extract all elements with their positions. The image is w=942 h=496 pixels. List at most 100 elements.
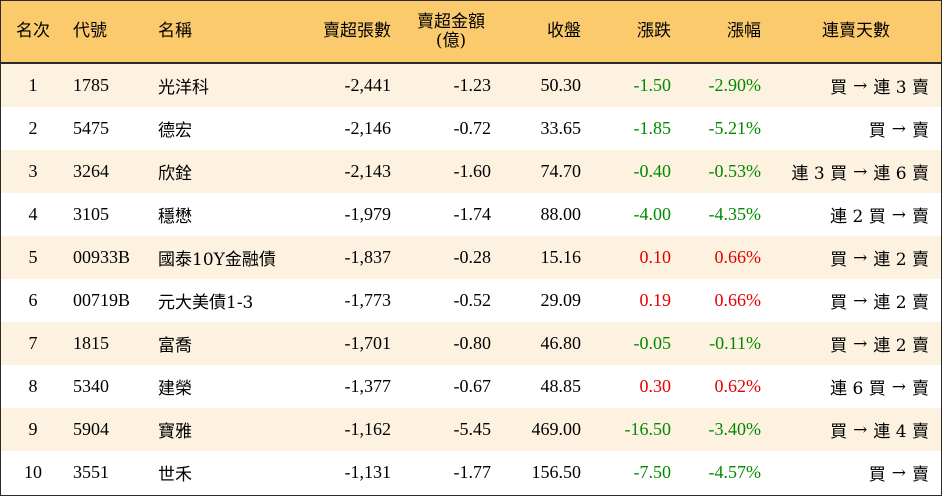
- close-cell: 88.00: [540, 204, 582, 224]
- close-cell: 469.00: [531, 419, 582, 439]
- net-sell-shares-cell: -2,441: [344, 75, 392, 95]
- streak-cell: 買 → 賣: [761, 107, 929, 150]
- streak-to: 連 4 賣: [873, 422, 929, 442]
- streak-from: 連 3 買: [791, 164, 848, 184]
- table-row: 3 3264 欣銓 -2,143 -1.60 74.70 -0.40 -0.53% 連 3 買 →…: [1, 150, 941, 193]
- net-sell-amount-cell: -0.52: [453, 290, 492, 310]
- table-row: 2 5475 德宏 -2,146 -0.72 33.65 -1.85 -5.21% 買 → 賣: [1, 107, 941, 150]
- arrow-icon: →: [853, 161, 868, 182]
- rank-cell: 2: [28, 118, 38, 138]
- arrow-icon: →: [853, 247, 868, 268]
- header-net-sell-shares: 賣超張數: [323, 21, 391, 41]
- table-row: 4 3105 穩懋 -1,979 -1.74 88.00 -4.00 -4.35% 連 2 買 →…: [1, 193, 941, 236]
- net-sell-shares-cell: -2,143: [344, 161, 392, 181]
- rank-cell: 9: [28, 419, 38, 439]
- streak-cell: 買 → 連 2 賣: [761, 236, 929, 279]
- rank-cell: 10: [24, 462, 42, 482]
- change-pct-cell: -4.35%: [708, 204, 762, 224]
- close-cell: 29.09: [540, 290, 582, 310]
- streak-from: 連 2 買: [830, 207, 886, 227]
- change-cell: 0.19: [639, 290, 672, 310]
- streak-cell: 連 2 買 → 賣: [761, 193, 929, 236]
- change-cell: 0.30: [639, 376, 672, 396]
- net-sell-shares-cell: -1,773: [344, 290, 392, 310]
- streak-from: 買: [830, 78, 848, 98]
- arrow-icon: →: [891, 462, 906, 483]
- net-sell-shares-cell: -2,146: [344, 118, 392, 138]
- rank-cell: 4: [28, 204, 38, 224]
- code-cell: 3105: [73, 204, 109, 224]
- header-streak: 連賣天數: [822, 21, 890, 41]
- net-sell-shares-cell: -1,162: [344, 419, 392, 439]
- change-pct-cell: -3.40%: [708, 419, 762, 439]
- change-cell: -4.00: [633, 204, 672, 224]
- streak-to: 連 2 賣: [873, 250, 929, 270]
- table-row: 1 1785 光洋科 -2,441 -1.23 50.30 -1.50 -2.90% 買 → 連 3…: [1, 64, 941, 107]
- close-cell: 156.50: [531, 462, 582, 482]
- code-cell: 1785: [73, 75, 109, 95]
- name-cell: 欣銓: [158, 164, 192, 184]
- code-cell: 1815: [73, 333, 109, 353]
- net-sell-shares-cell: -1,837: [344, 247, 392, 267]
- close-cell: 46.80: [540, 333, 582, 353]
- streak-to: 賣: [912, 379, 929, 399]
- net-sell-amount-cell: -0.72: [453, 118, 492, 138]
- close-cell: 33.65: [540, 118, 582, 138]
- streak-to: 連 2 賣: [873, 336, 929, 356]
- net-sell-shares-cell: -1,979: [344, 204, 392, 224]
- streak-cell: 買 → 連 2 賣: [761, 279, 929, 322]
- streak-to: 連 3 賣: [873, 78, 929, 98]
- change-pct-cell: -2.90%: [708, 75, 762, 95]
- net-sell-amount-cell: -1.74: [453, 204, 492, 224]
- name-cell: 富喬: [158, 336, 192, 356]
- net-sell-amount-cell: -0.80: [453, 333, 492, 353]
- change-cell: -1.50: [633, 75, 672, 95]
- header-rank: 名次: [16, 21, 50, 41]
- change-pct-cell: 0.66%: [714, 290, 762, 310]
- net-sell-shares-cell: -1,701: [344, 333, 392, 353]
- name-cell: 世禾: [158, 465, 192, 485]
- streak-cell: 連 6 買 → 賣: [761, 365, 929, 408]
- change-cell: 0.10: [639, 247, 672, 267]
- streak-cell: 連 3 買 → 連 6 賣: [761, 150, 930, 193]
- rank-cell: 8: [28, 376, 38, 396]
- streak-to: 連 2 賣: [873, 293, 929, 313]
- streak-from: 買: [868, 465, 886, 485]
- streak-from: 連 6 買: [830, 379, 886, 399]
- header-close: 收盤: [547, 21, 581, 41]
- change-pct-cell: -4.57%: [708, 462, 762, 482]
- rank-cell: 3: [28, 161, 38, 181]
- streak-to: 賣: [912, 465, 929, 485]
- streak-from: 買: [830, 422, 848, 442]
- code-cell: 3264: [73, 161, 109, 181]
- name-cell: 國泰10Y金融債: [158, 250, 276, 270]
- header-net-sell-amount-unit: (億): [435, 30, 467, 51]
- net-sell-shares-cell: -1,131: [344, 462, 392, 482]
- code-cell: 3551: [73, 462, 109, 482]
- change-cell: -7.50: [633, 462, 672, 482]
- change-cell: -0.40: [633, 161, 672, 181]
- header-name: 名稱: [158, 21, 192, 41]
- change-cell: -1.85: [633, 118, 672, 138]
- close-cell: 48.85: [540, 376, 582, 396]
- header-code: 代號: [73, 21, 107, 41]
- table-header: 名次 代號 名稱 賣超張數 賣超金額 (億) 收盤 漲跌 漲幅 連賣天數: [1, 1, 941, 64]
- header-change: 漲跌: [637, 21, 671, 41]
- table-row: 6 00719B 元大美債1-3 -1,773 -0.52 29.09 0.19 0.66% 買…: [1, 279, 941, 322]
- header-net-sell-amount-title: 賣超金額: [417, 11, 485, 32]
- streak-cell: 買 → 賣: [761, 451, 929, 494]
- streak-to: 連 6 賣: [873, 164, 929, 184]
- streak-to: 賣: [912, 121, 929, 141]
- change-pct-cell: -0.53%: [708, 161, 762, 181]
- close-cell: 74.70: [540, 161, 582, 181]
- arrow-icon: →: [853, 290, 868, 311]
- arrow-icon: →: [891, 376, 906, 397]
- table-row: 8 5340 建榮 -1,377 -0.67 48.85 0.30 0.62% 連 6 買 → 賣: [1, 365, 941, 408]
- streak-from: 買: [830, 293, 848, 313]
- name-cell: 元大美債1-3: [158, 293, 254, 313]
- table-row: 7 1815 富喬 -1,701 -0.80 46.80 -0.05 -0.11% 買 → 連 2 …: [1, 322, 941, 365]
- name-cell: 光洋科: [158, 78, 209, 98]
- name-cell: 寶雅: [158, 422, 192, 442]
- net-sell-amount-cell: -5.45: [453, 419, 492, 439]
- streak-from: 買: [830, 336, 848, 356]
